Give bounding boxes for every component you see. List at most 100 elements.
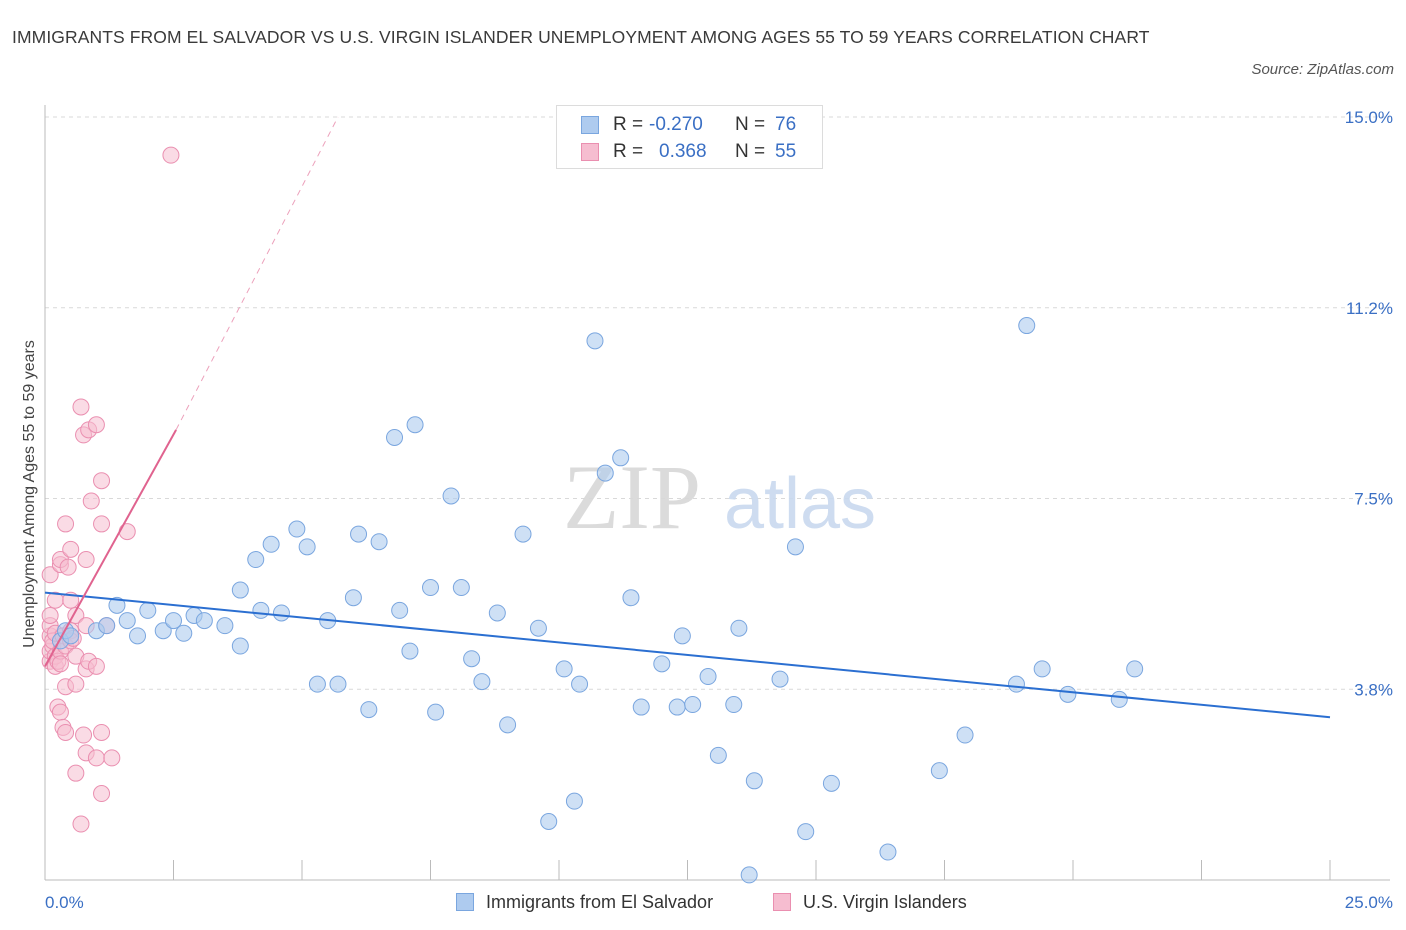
- data-point-el-salvador: [488, 604, 506, 622]
- legend-n-value: 76: [775, 114, 797, 135]
- chart-title: IMMIGRANTS FROM EL SALVADOR VS U.S. VIRG…: [12, 27, 1150, 47]
- data-point-virgin-islanders: [87, 657, 105, 675]
- trend-lines: [44, 116, 1331, 719]
- data-point-el-salvador: [540, 813, 558, 831]
- data-point-virgin-islanders: [59, 558, 77, 576]
- data-point-el-salvador: [555, 660, 573, 678]
- watermark-zip: ZIP: [563, 446, 701, 548]
- data-point-el-salvador: [699, 668, 717, 686]
- data-point-el-salvador: [247, 551, 265, 569]
- data-point-el-salvador: [771, 670, 789, 688]
- data-point-el-salvador: [1033, 660, 1051, 678]
- data-point-virgin-islanders: [51, 655, 69, 673]
- data-point-el-salvador: [1110, 690, 1128, 708]
- data-point-virgin-islanders: [162, 146, 180, 164]
- series-us-virgin-islanders: [41, 146, 180, 833]
- bottom-legend-item-blue: Immigrants from El Salvador: [456, 889, 713, 915]
- data-point-el-salvador: [586, 332, 604, 350]
- data-point-virgin-islanders: [67, 675, 85, 693]
- data-point-el-salvador: [98, 617, 116, 635]
- y-axis-title: Unemployment Among Ages 55 to 59 years: [21, 340, 38, 648]
- legend-n-label: N =: [735, 114, 766, 135]
- data-point-el-salvador: [108, 596, 126, 614]
- data-point-el-salvador: [745, 772, 763, 790]
- series-immigrants-el-salvador: [51, 317, 1144, 884]
- data-point-el-salvador: [514, 525, 532, 543]
- data-point-el-salvador: [740, 866, 758, 884]
- data-point-virgin-islanders: [82, 492, 100, 510]
- data-point-el-salvador: [452, 579, 470, 597]
- data-point-el-salvador: [370, 533, 388, 551]
- data-point-virgin-islanders: [93, 515, 111, 533]
- data-point-el-salvador: [262, 535, 280, 553]
- data-point-el-salvador: [386, 428, 404, 446]
- data-point-el-salvador: [329, 675, 347, 693]
- data-point-virgin-islanders: [87, 749, 105, 767]
- tick-labels: 15.0% 11.2% 7.5% 3.8% 0.0% 25.0%: [45, 108, 1393, 912]
- data-point-el-salvador: [422, 579, 439, 597]
- data-point-el-salvador: [622, 589, 640, 607]
- data-point-virgin-islanders: [118, 523, 136, 541]
- data-point-virgin-islanders: [51, 703, 69, 721]
- data-point-el-salvador: [1018, 317, 1036, 335]
- data-point-el-salvador: [350, 525, 368, 543]
- data-point-el-salvador: [195, 612, 213, 630]
- bottom-legend-label-pink: U.S. Virgin Islanders: [803, 891, 967, 912]
- data-point-el-salvador: [272, 604, 290, 622]
- legend-swatch-pink: [581, 143, 599, 161]
- data-point-el-salvador: [360, 701, 378, 719]
- y-tick-label: 15.0%: [1345, 108, 1393, 127]
- legend-row-pink: R = 0.368 N = 55: [581, 140, 796, 164]
- data-point-el-salvador: [308, 675, 326, 693]
- data-point-virgin-islanders: [41, 566, 59, 584]
- data-point-el-salvador: [668, 698, 686, 716]
- data-point-el-salvador: [391, 601, 409, 619]
- data-point-el-salvador: [252, 601, 270, 619]
- data-point-virgin-islanders: [77, 551, 95, 569]
- data-point-el-salvador: [632, 698, 650, 716]
- data-point-el-salvador: [709, 746, 727, 764]
- data-point-el-salvador: [653, 655, 671, 673]
- legend-r-label: R =: [613, 114, 644, 135]
- data-point-el-salvador: [930, 762, 948, 780]
- data-point-el-salvador: [565, 792, 583, 810]
- data-point-el-salvador: [406, 416, 424, 434]
- data-point-el-salvador: [571, 675, 589, 693]
- data-point-el-salvador: [730, 619, 748, 637]
- data-point-el-salvador: [1126, 660, 1144, 678]
- data-point-el-salvador: [427, 703, 445, 721]
- data-point-el-salvador: [344, 589, 362, 607]
- correlation-legend: R = -0.270 N = 76 R = 0.368 N = 55: [556, 105, 823, 169]
- data-point-el-salvador: [463, 650, 481, 668]
- legend-r-value: -0.270: [649, 114, 703, 135]
- data-point-virgin-islanders: [57, 723, 75, 741]
- data-point-el-salvador: [231, 637, 249, 655]
- data-point-el-salvador: [154, 622, 172, 640]
- data-point-el-salvador: [956, 726, 974, 744]
- data-point-el-salvador: [473, 673, 491, 691]
- data-point-el-salvador: [401, 642, 419, 660]
- bottom-legend-swatch-pink: [773, 893, 791, 911]
- data-point-el-salvador: [175, 624, 193, 642]
- data-point-virgin-islanders: [87, 416, 105, 434]
- trend-line-virgin-islanders: [44, 429, 177, 667]
- trend-line-virgin-islanders-extension: [175, 116, 339, 431]
- legend-r-value: 0.368: [659, 141, 707, 162]
- data-point-el-salvador: [529, 619, 547, 637]
- legend-n-label: N =: [735, 141, 766, 162]
- data-point-virgin-islanders: [93, 472, 111, 490]
- data-point-el-salvador: [288, 520, 306, 538]
- data-point-virgin-islanders: [41, 606, 59, 624]
- x-tick-label: 25.0%: [1345, 893, 1393, 912]
- bottom-legend-item-pink: U.S. Virgin Islanders: [773, 889, 967, 915]
- data-point-el-salvador: [1007, 675, 1025, 693]
- watermark-atlas: atlas: [724, 464, 876, 544]
- data-point-el-salvador: [165, 612, 182, 630]
- data-point-el-salvador: [1059, 685, 1077, 703]
- data-point-virgin-islanders: [103, 749, 121, 767]
- data-point-el-salvador: [139, 601, 157, 619]
- legend-row-blue: R = -0.270 N = 76: [581, 113, 796, 137]
- data-point-el-salvador: [231, 581, 249, 599]
- data-point-el-salvador: [725, 696, 743, 714]
- y-tick-label: 7.5%: [1354, 490, 1393, 509]
